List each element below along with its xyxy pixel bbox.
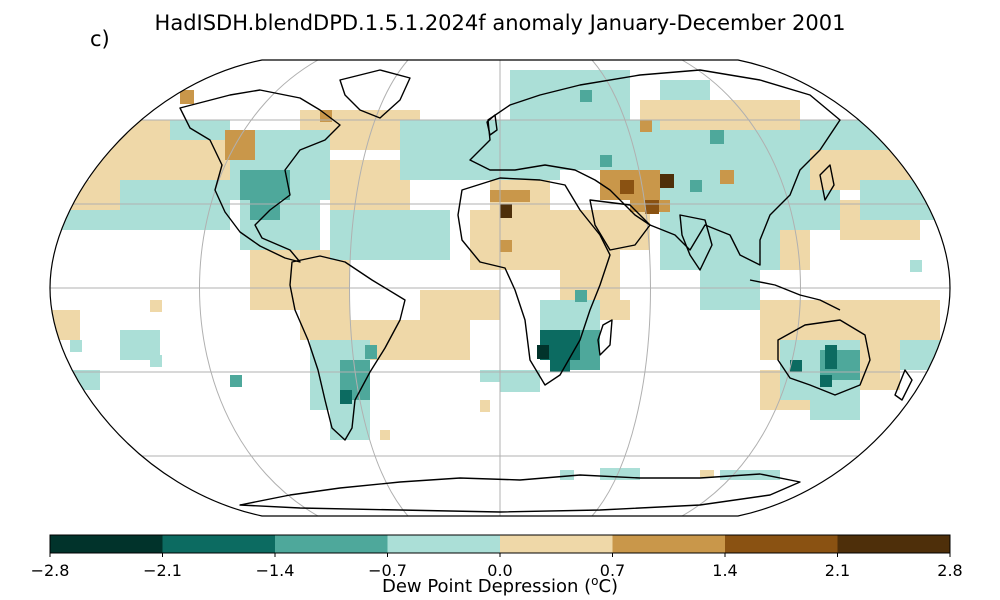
colorbar-bin-7 [837,535,950,553]
map-boundary [49,59,951,517]
panel-label: c) [90,27,110,51]
coastlines [179,69,913,513]
colorbar-tick-label: −1.4 [255,561,295,580]
colorbar-tick-label: 1.4 [712,561,738,580]
colorbar-tick-label: −0.7 [368,561,407,580]
colorbar-bin-1 [162,535,275,553]
colorbar-bin-2 [275,535,388,553]
graticule [50,60,950,516]
colorbar-bin-4 [500,535,613,553]
colorbar-tick-label: −2.1 [143,561,182,580]
colorbar-tick-label: −2.8 [30,561,70,580]
colorbar-tick-label: 2.8 [937,561,963,580]
colorbar-bin-6 [725,535,838,553]
colorbar [49,534,951,557]
colorbar-bin-5 [612,535,725,553]
colorbar-label: Dew Point Depression (oC) [381,574,619,597]
colorbar-bin-0 [50,535,163,553]
colorbar-bin-3 [387,535,500,553]
colorbar-tick-label: 2.1 [824,561,851,580]
colorbar-tick-label: 0.7 [599,561,626,580]
colorbar-tick-label: 0.0 [487,561,513,580]
anomaly-grid [50,70,940,480]
positive-extreme-anomaly-cells [500,174,674,218]
negative-extreme-anomaly-cells [537,345,549,359]
map-title: HadISDH.blendDPD.1.5.1.2024f anomaly Jan… [154,11,846,35]
